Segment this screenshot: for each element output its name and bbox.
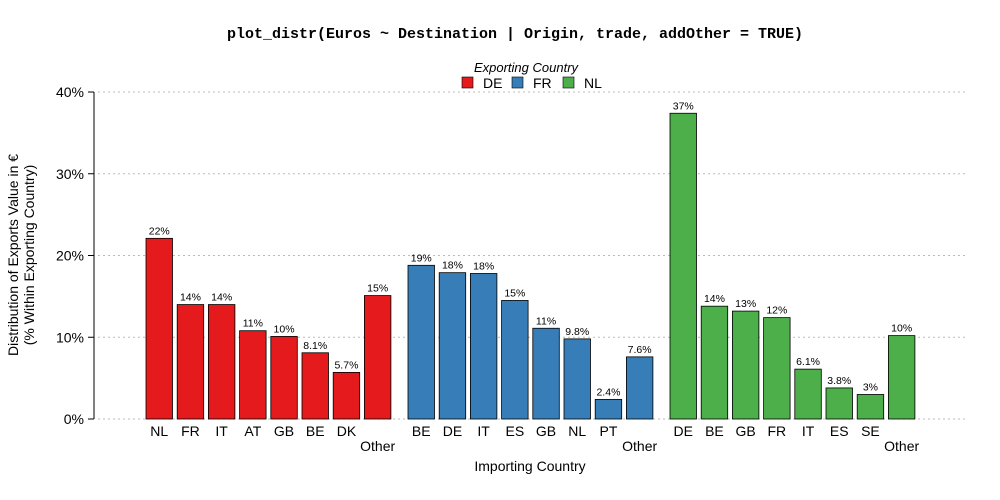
bar-value-label: 11% — [243, 318, 263, 330]
bar-fr-it — [469, 273, 498, 420]
bar-fr-de — [438, 272, 467, 420]
x-category-label: ES — [506, 423, 525, 439]
bar-nl-be — [700, 305, 729, 420]
bar-de-fr — [176, 304, 205, 420]
x-category-label: GB — [536, 423, 556, 439]
bar-de-other — [363, 295, 392, 420]
legend-label-fr: FR — [533, 75, 552, 91]
x-category-label: DK — [337, 423, 357, 439]
bar-fr-gb — [532, 327, 560, 420]
bar-fr-pt — [594, 398, 623, 420]
x-category-label: DE — [443, 423, 462, 439]
x-category-label: BE — [705, 423, 724, 439]
bar-de-nl — [145, 237, 173, 420]
legend-title: Exporting Country — [474, 60, 580, 75]
y-tick-label: 20% — [56, 248, 84, 264]
bar-value-label: 14% — [180, 292, 201, 304]
x-category-label: AT — [244, 423, 261, 439]
bar-value-label: 14% — [704, 293, 725, 305]
bar-nl-es — [825, 387, 853, 420]
bar-value-label: 37% — [673, 100, 694, 112]
bar-fr-es — [501, 300, 529, 420]
y-tick-label: 0% — [64, 411, 84, 427]
bar-value-label: 22% — [149, 225, 170, 237]
bar-value-label: 13% — [735, 298, 756, 310]
bar-value-label: 7.6% — [628, 344, 652, 356]
x-category-label: BE — [306, 423, 325, 439]
y-tick-label: 30% — [56, 166, 84, 182]
y-axis-label-group: Distribution of Exports Value in € (% Wi… — [5, 154, 37, 356]
y-tick-label: 10% — [56, 329, 84, 345]
bar-value-label: 18% — [473, 260, 494, 272]
bar-nl-gb — [732, 310, 760, 420]
bar-value-label: 15% — [367, 283, 388, 295]
bars: 22% 14% 14% 11% 10% 8.1% 5.7% 15% 19% 18% 18% 15% 11… — [145, 100, 916, 420]
legend-swatch-de — [461, 76, 474, 89]
y-axis-label-line1: Distribution of Exports Value in € — [5, 154, 21, 356]
x-category-label: IT — [477, 423, 490, 439]
legend-label-nl: NL — [584, 75, 602, 91]
x-category-label: Other — [884, 438, 919, 454]
bar-value-label: 3.8% — [827, 375, 851, 387]
bar-de-at — [239, 330, 267, 420]
x-category-label: ES — [830, 423, 849, 439]
chart-title: plot_distr(Euros ~ Destination | Origin,… — [227, 26, 803, 43]
bar-fr-other — [626, 356, 654, 420]
x-category-label: NL — [150, 423, 168, 439]
bar-value-label: 9.8% — [565, 326, 589, 338]
x-category-label: SE — [861, 423, 880, 439]
bar-de-gb — [270, 336, 298, 420]
bar-value-label: 18% — [442, 260, 463, 272]
bar-nl-other — [888, 335, 916, 420]
bar-nl-fr — [763, 317, 791, 420]
x-category-label: BE — [412, 423, 431, 439]
y-axis-label-line2: (% Within Exporting Country) — [21, 165, 37, 346]
legend-swatch-nl — [562, 76, 575, 89]
x-category-label: IT — [215, 423, 228, 439]
x-category-label: FR — [181, 423, 200, 439]
y-tick-label: 40% — [56, 84, 84, 100]
x-category-label: Other — [360, 438, 395, 454]
bar-value-label: 5.7% — [334, 359, 358, 371]
x-category-label: NL — [568, 423, 586, 439]
bar-value-label: 15% — [504, 287, 525, 299]
x-category-label: DE — [674, 423, 693, 439]
bar-value-label: 10% — [891, 323, 912, 335]
bar-de-dk — [332, 372, 361, 420]
bar-nl-se — [856, 394, 885, 420]
bar-fr-nl — [563, 338, 591, 420]
bar-nl-it — [794, 368, 822, 420]
x-category-label: GB — [736, 423, 756, 439]
legend: DE FR NL — [461, 75, 602, 91]
x-category-label: Other — [622, 438, 657, 454]
bar-value-label: 2.4% — [596, 386, 620, 398]
bar-de-be — [301, 352, 329, 420]
bar-value-label: 14% — [211, 292, 232, 304]
bar-value-label: 3% — [863, 381, 878, 393]
bar-nl-de — [669, 112, 697, 420]
bar-fr-be — [407, 264, 435, 420]
x-axis-label: Importing Country — [474, 458, 585, 474]
bar-de-it — [207, 304, 236, 420]
bar-value-label: 19% — [411, 252, 432, 264]
x-category-label: GB — [274, 423, 294, 439]
bar-value-label: 12% — [766, 305, 787, 317]
bar-value-label: 11% — [536, 315, 556, 327]
x-category-label: IT — [802, 423, 815, 439]
x-category-label: PT — [600, 423, 618, 439]
bar-value-label: 10% — [274, 323, 295, 335]
x-category-label: FR — [768, 423, 787, 439]
legend-swatch-fr — [511, 76, 524, 89]
bar-value-label: 6.1% — [796, 356, 820, 368]
legend-label-de: DE — [483, 75, 502, 91]
bar-value-label: 8.1% — [303, 340, 327, 352]
y-axis: 0% 10% 20% 30% 40% — [56, 84, 95, 427]
